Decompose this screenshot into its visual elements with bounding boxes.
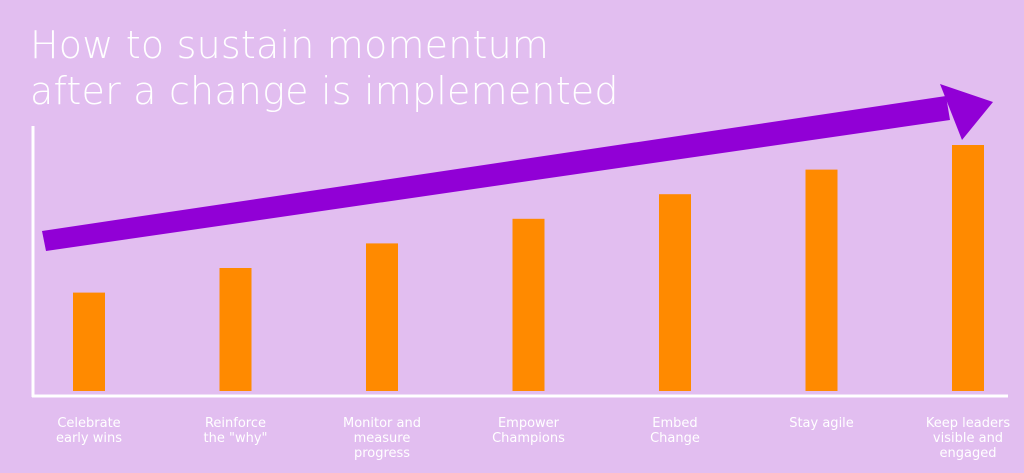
category-label-5: Embed Change [650,416,700,446]
category-label-1: Celebrate early wins [55,416,122,446]
bar-3 [366,243,398,391]
bar-7 [952,145,984,391]
category-label-6: Stay agile [789,416,854,431]
category-label-2: Reinforce the "why" [203,416,268,446]
bar-2 [219,268,252,391]
trend-arrow-head [940,84,993,140]
bar-6 [805,169,838,391]
category-label-3: Monitor and measure progress [342,416,421,461]
bar-4 [512,218,545,391]
category-label-4: Empower Champions [492,416,565,446]
chart-title-line-2: after a change is implemented [30,69,619,113]
trend-arrow [42,84,993,251]
bars-layer [73,145,984,391]
trend-arrow-shaft [42,96,950,251]
bar-5 [659,194,691,391]
bar-1 [73,292,105,391]
chart-title-line-1: How to sustain momentum [30,23,550,67]
chart-title: How to sustain momentum after a change i… [30,22,750,114]
category-label-7: Keep leaders visible and engaged [925,416,1011,461]
